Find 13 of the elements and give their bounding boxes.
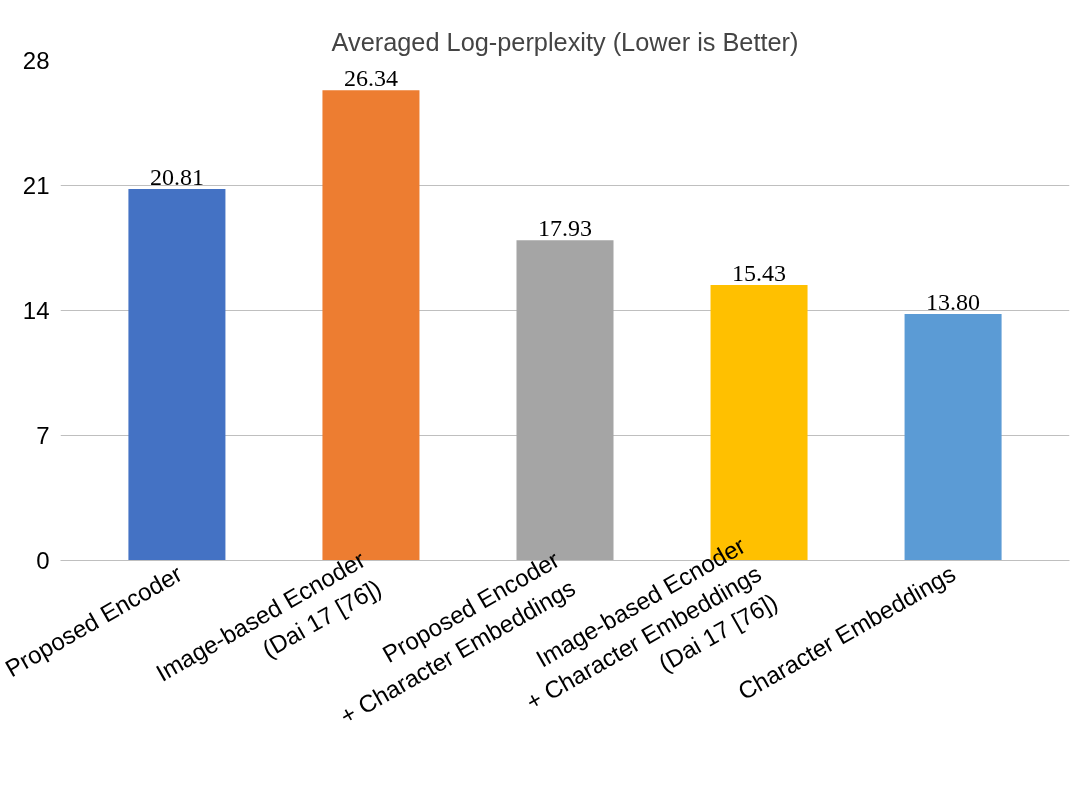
- data-label: 20.81: [149, 163, 204, 190]
- y-tick-label: 0: [36, 547, 50, 574]
- y-tick-label: 14: [22, 297, 50, 324]
- y-tick-label: 7: [36, 422, 50, 449]
- y-tick-label: 28: [22, 47, 50, 74]
- bar: [128, 188, 226, 561]
- bar: [904, 314, 1002, 561]
- data-label: 17.93: [538, 215, 592, 242]
- data-label: 26.34: [343, 65, 398, 92]
- y-tick-label: 21: [22, 172, 50, 199]
- data-label: 15.43: [732, 259, 787, 286]
- data-label: 13.80: [926, 289, 981, 316]
- chart-title: Averaged Log-perplexity (Lower is Better): [331, 27, 799, 56]
